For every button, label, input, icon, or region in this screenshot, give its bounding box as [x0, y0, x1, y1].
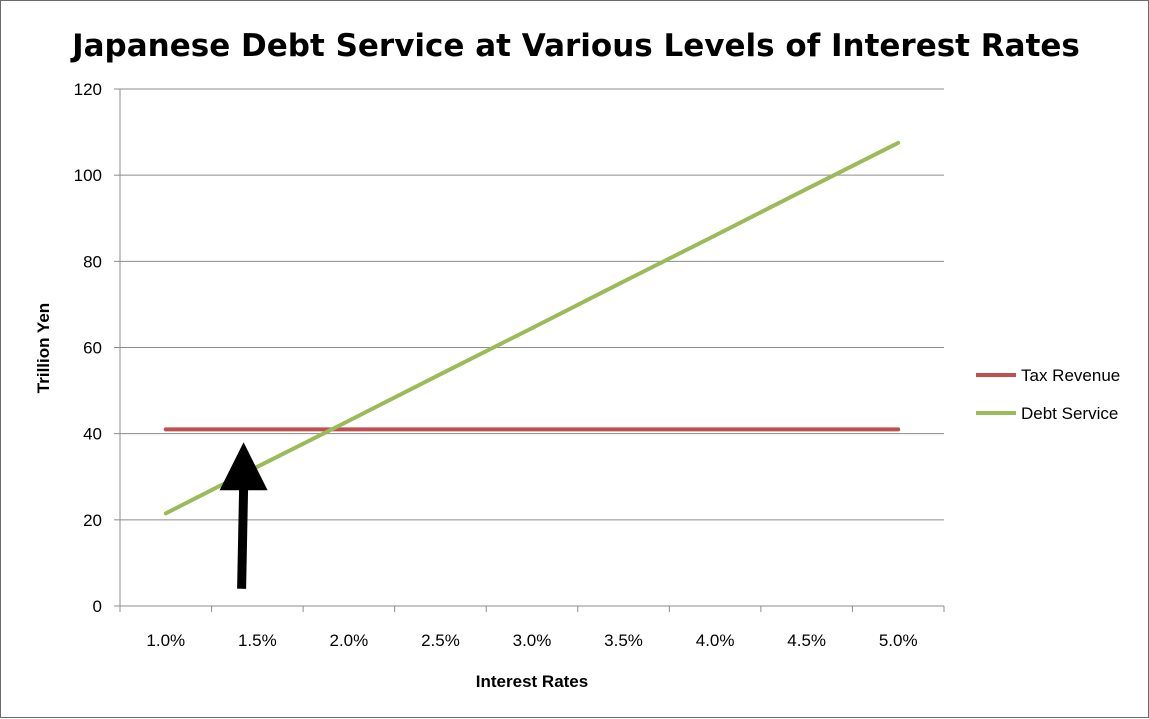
- series-lines: [163, 140, 901, 516]
- x-tick-label: 1.0%: [146, 631, 185, 650]
- x-axis-tick-labels: 1.0% 1.5% 2.0% 2.5% 3.0% 3.5% 4.0% 4.5% 5.0%: [146, 631, 917, 650]
- x-tick-label: 1.5%: [238, 631, 277, 650]
- x-tick-label: 4.5%: [787, 631, 826, 650]
- y-tick-label: 20: [83, 511, 102, 530]
- annotation-layer: [219, 442, 268, 589]
- y-gridlines: [120, 88, 944, 521]
- y-tick-label: 80: [83, 252, 102, 271]
- tax-revenue-legend-label: Tax Revenue: [1021, 366, 1120, 385]
- y-tick-label: 120: [74, 80, 102, 99]
- x-tick-label: 4.0%: [696, 631, 735, 650]
- y-tick-label: 0: [93, 597, 102, 616]
- y-axis-tick-labels: 0 20 40 60 80 100 120: [74, 80, 102, 616]
- y-tick-label: 100: [74, 166, 102, 185]
- y-tick-label: 40: [83, 425, 102, 444]
- y-tick-label: 60: [83, 339, 102, 358]
- chart-legend: Tax Revenue Debt Service: [976, 366, 1120, 423]
- annotation-arrow-head: [219, 442, 268, 491]
- debt-service-legend-label: Debt Service: [1021, 404, 1118, 423]
- chart-title: Japanese Debt Service at Various Levels …: [70, 28, 1080, 64]
- axes: [114, 88, 944, 607]
- annotation-arrow-shaft: [237, 488, 249, 589]
- x-axis-title: Interest Rates: [476, 672, 588, 691]
- x-axis-ticks: [119, 606, 945, 612]
- x-tick-label: 2.5%: [421, 631, 460, 650]
- x-tick-label: 3.5%: [604, 631, 643, 650]
- debt-service-series-line: [163, 140, 901, 516]
- y-axis-title: Trillion Yen: [34, 303, 53, 393]
- x-tick-label: 3.0%: [513, 631, 552, 650]
- x-tick-label: 5.0%: [879, 631, 918, 650]
- x-tick-label: 2.0%: [330, 631, 369, 650]
